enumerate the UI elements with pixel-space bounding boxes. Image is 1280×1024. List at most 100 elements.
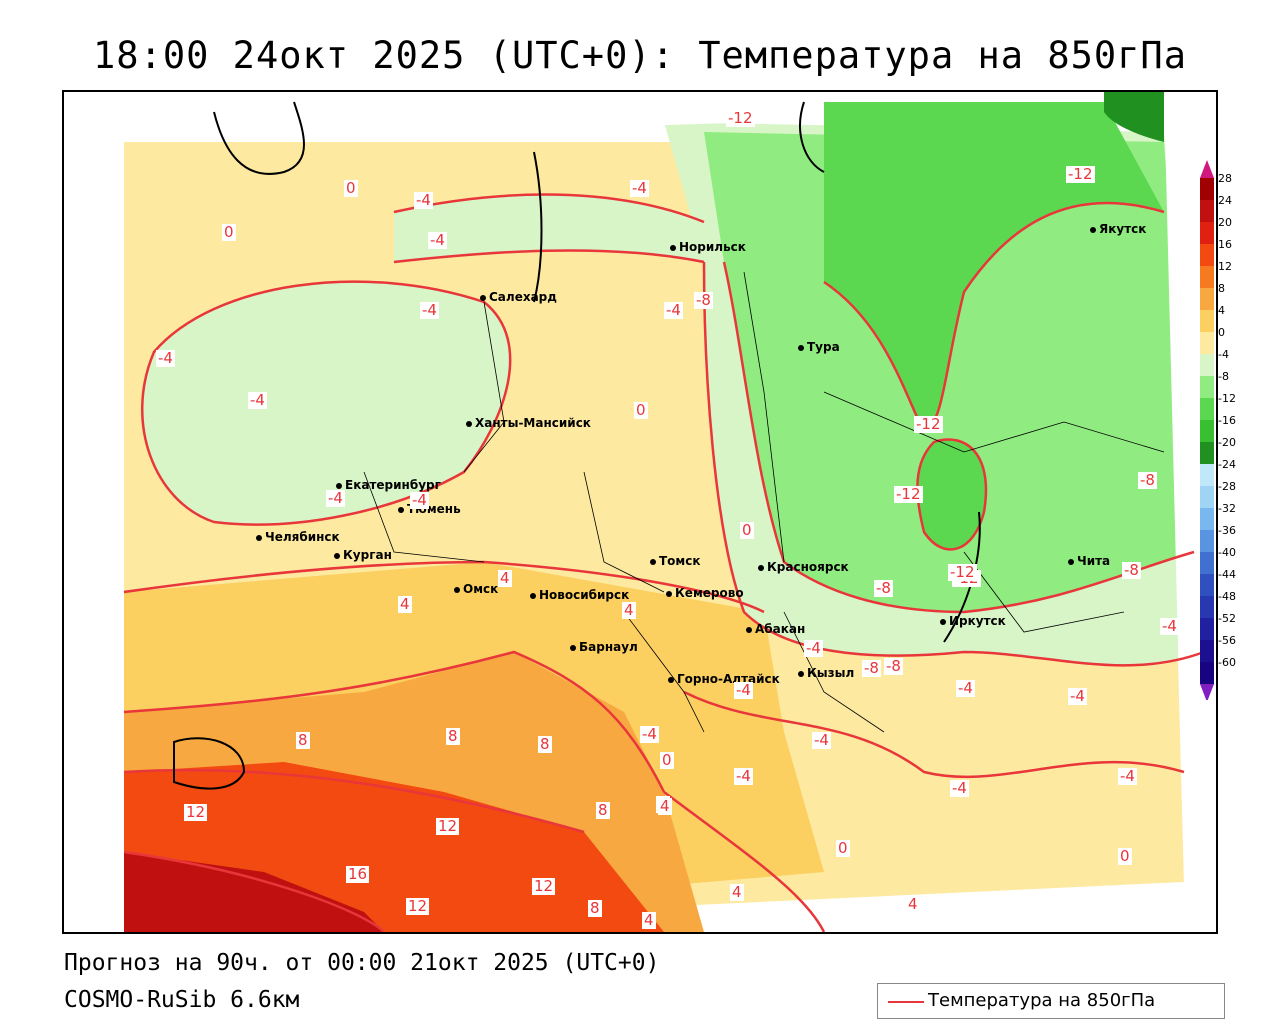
contour-label: 8 — [296, 731, 310, 749]
scale-tick-label: -36 — [1218, 524, 1236, 537]
scale-swatch — [1200, 662, 1214, 684]
city-kurgan: Курган — [334, 548, 392, 562]
contour-label: -4 — [664, 301, 683, 319]
map-canvas — [64, 92, 1216, 932]
city-krasnoyarsk: Красноярск — [758, 560, 849, 574]
contour-label: -4 — [734, 767, 753, 785]
zone-plus16 — [124, 852, 384, 932]
contour-label: -8 — [884, 657, 903, 675]
city-chita: Чита — [1068, 554, 1110, 568]
scale-tick-label: -12 — [1218, 392, 1236, 405]
contour-label: 4 — [398, 595, 412, 613]
scale-tick-label: 8 — [1218, 282, 1225, 295]
city-dot — [570, 644, 576, 651]
city-yekaterinburg: Екатеринбург — [336, 478, 441, 492]
scale-swatch — [1200, 244, 1214, 266]
zone-minus12-baikal — [917, 439, 986, 550]
city-dot — [666, 590, 672, 597]
city-dot — [336, 482, 342, 489]
contour-label: 0 — [344, 179, 358, 197]
scale-tick-label: 12 — [1218, 260, 1232, 273]
contour-label: -8 — [694, 291, 713, 309]
contour-label: -4 — [1068, 687, 1087, 705]
scale-swatch — [1200, 442, 1214, 464]
contour-label: -4 — [950, 779, 969, 797]
contour-label: 4 — [642, 911, 656, 929]
scale-tick-label: -48 — [1218, 590, 1236, 603]
contour-label: 0 — [634, 401, 648, 419]
city-dot — [334, 552, 340, 559]
contour-label: 12 — [406, 897, 430, 915]
contour-label: -4 — [804, 639, 823, 657]
scale-swatch — [1200, 288, 1214, 310]
scale-tick-label: 16 — [1218, 238, 1232, 251]
contour-label: 12 — [436, 817, 460, 835]
contour-label: 8 — [538, 735, 552, 753]
color-scale: 28 24 20 16 12 8 4 0 -4 -8 -12 -16 -20 -24 -28 -32 -36 -4… — [1200, 160, 1270, 704]
city-irkutsk: Иркутск — [940, 614, 1006, 628]
city-omsk: Омск — [454, 582, 498, 596]
model-info: COSMO-RuSib 6.6км — [64, 987, 300, 1013]
zone-minus12-east — [824, 102, 1164, 432]
contour-label: 0 — [660, 751, 674, 769]
scale-tick-label: -4 — [1218, 348, 1229, 361]
contour-label: 0 — [740, 521, 754, 539]
city-dot — [256, 534, 262, 541]
scale-swatch — [1200, 376, 1214, 398]
scale-swatch — [1200, 640, 1214, 662]
scale-tick-label: 0 — [1218, 326, 1225, 339]
contour-label: 8 — [588, 899, 602, 917]
zone-minus16 — [1104, 92, 1164, 142]
scale-tick-label: -52 — [1218, 612, 1236, 625]
contour-label: -4 — [1160, 617, 1179, 635]
contour-label: 16 — [346, 865, 370, 883]
scale-swatch — [1200, 508, 1214, 530]
city-tura: Тура — [798, 340, 840, 354]
scale-swatch — [1200, 596, 1214, 618]
contour-label: -4 — [734, 681, 753, 699]
city-dot — [798, 670, 804, 677]
city-salekhard: Салехард — [480, 290, 557, 304]
scale-swatch — [1200, 420, 1214, 442]
contour-label: 12 — [184, 803, 208, 821]
city-yakutsk: Якутск — [1090, 222, 1146, 236]
forecast-info: Прогноз на 90ч. от 00:00 21окт 2025 (UTC… — [64, 950, 660, 976]
contour-label: 0 — [836, 839, 850, 857]
temperature-map[interactable]: Норильск Салехард Тура Якутск Ханты-Манс… — [62, 90, 1218, 934]
contour-label: -4 — [326, 489, 345, 507]
scale-swatch — [1200, 464, 1214, 486]
city-abakan: Абакан — [746, 622, 805, 636]
city-kyzyl: Кызыл — [798, 666, 854, 680]
coastlines — [173, 101, 981, 790]
contour-label: -8 — [862, 659, 881, 677]
contour-label: -4 — [414, 191, 433, 209]
contour-label: 4 — [498, 569, 512, 587]
city-dot — [940, 618, 946, 625]
contour-label: -12 — [894, 485, 923, 503]
contour-label: 12 — [532, 877, 556, 895]
contour-label: -8 — [1138, 471, 1157, 489]
scale-tick-label: -44 — [1218, 568, 1236, 581]
legend: Температура на 850гПа — [877, 983, 1225, 1019]
city-dot — [758, 564, 764, 571]
contour-label: -8 — [1122, 561, 1141, 579]
scale-swatch — [1200, 200, 1214, 222]
city-dot — [746, 626, 752, 633]
scale-tick-label: -40 — [1218, 546, 1236, 559]
city-dot — [670, 244, 676, 251]
contour-label: -4 — [640, 725, 659, 743]
city-kemerovo: Кемерово — [666, 586, 744, 600]
map-title: 18:00 24окт 2025 (UTC+0): Температура на… — [93, 34, 1187, 77]
contour-label: 0 — [222, 223, 236, 241]
city-dot — [454, 586, 460, 593]
scale-swatch — [1200, 178, 1214, 200]
scale-tick-label: -28 — [1218, 480, 1236, 493]
contour-label: 8 — [596, 801, 610, 819]
scale-tick-label: 28 — [1218, 172, 1232, 185]
contour-label: -4 — [156, 349, 175, 367]
scale-tick-label: -24 — [1218, 458, 1236, 471]
city-tyumen: Тюмень — [398, 502, 461, 516]
contour-label: -12 — [726, 109, 755, 127]
legend-label: Температура на 850гПа — [928, 990, 1156, 1011]
contour-label: -4 — [410, 491, 429, 509]
